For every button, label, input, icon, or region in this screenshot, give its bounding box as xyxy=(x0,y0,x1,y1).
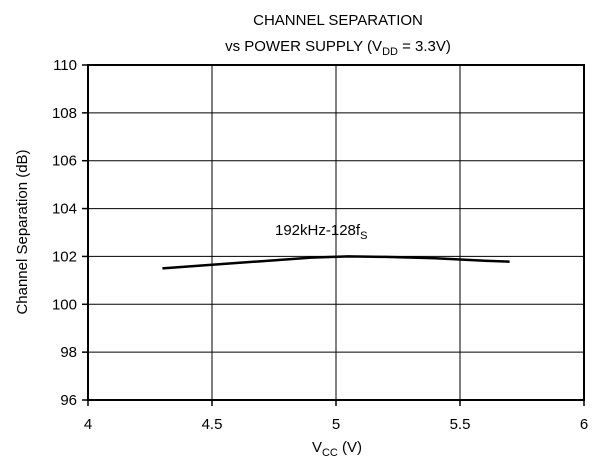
y-tick-label: 102 xyxy=(52,248,77,265)
x-tick-label: 5 xyxy=(332,416,340,433)
series-annotation-prefix: 192kHz-128f xyxy=(275,222,361,239)
x-axis-label-sub: CC xyxy=(322,447,338,459)
chart-title-line1: CHANNEL SEPARATION xyxy=(253,12,423,29)
y-tick-label: 100 xyxy=(52,296,77,313)
y-tick-label: 96 xyxy=(60,392,77,409)
chart-title-line2-sub: DD xyxy=(382,46,398,58)
chart-title-line2: vs POWER SUPPLY (VDD = 3.3V) xyxy=(225,38,451,58)
series-annotation-sub: S xyxy=(360,230,367,242)
x-axis-label-suffix: (V) xyxy=(338,439,362,456)
x-tick-label: 5.5 xyxy=(450,416,471,433)
y-axis-label: Channel Separation (dB) xyxy=(14,149,31,314)
y-tick-label: 98 xyxy=(60,344,77,361)
x-tick-label: 4 xyxy=(84,416,92,433)
plot-area-frame xyxy=(87,64,585,401)
chart-title-line2-suffix: = 3.3V) xyxy=(398,38,451,55)
y-tick-label: 106 xyxy=(52,153,77,170)
chart-title-line2-prefix: vs POWER SUPPLY (V xyxy=(225,38,382,55)
x-tick-label: 4.5 xyxy=(202,416,223,433)
y-tick-label: 110 xyxy=(53,57,77,74)
x-axis-label-prefix: V xyxy=(312,439,322,456)
series-line xyxy=(162,255,510,270)
series-annotation: 192kHz-128fS xyxy=(275,222,367,242)
series-layer xyxy=(162,255,510,270)
x-tick-label: 6 xyxy=(580,416,588,433)
y-tick-label: 104 xyxy=(52,201,77,218)
x-tick-labels: 4 4.5 5 5.5 6 xyxy=(84,416,588,433)
x-axis-label: VCC (V) xyxy=(312,439,362,459)
y-tick-label: 108 xyxy=(52,105,77,122)
y-tick-labels: 96 98 100 102 104 106 108 110 xyxy=(52,57,77,409)
